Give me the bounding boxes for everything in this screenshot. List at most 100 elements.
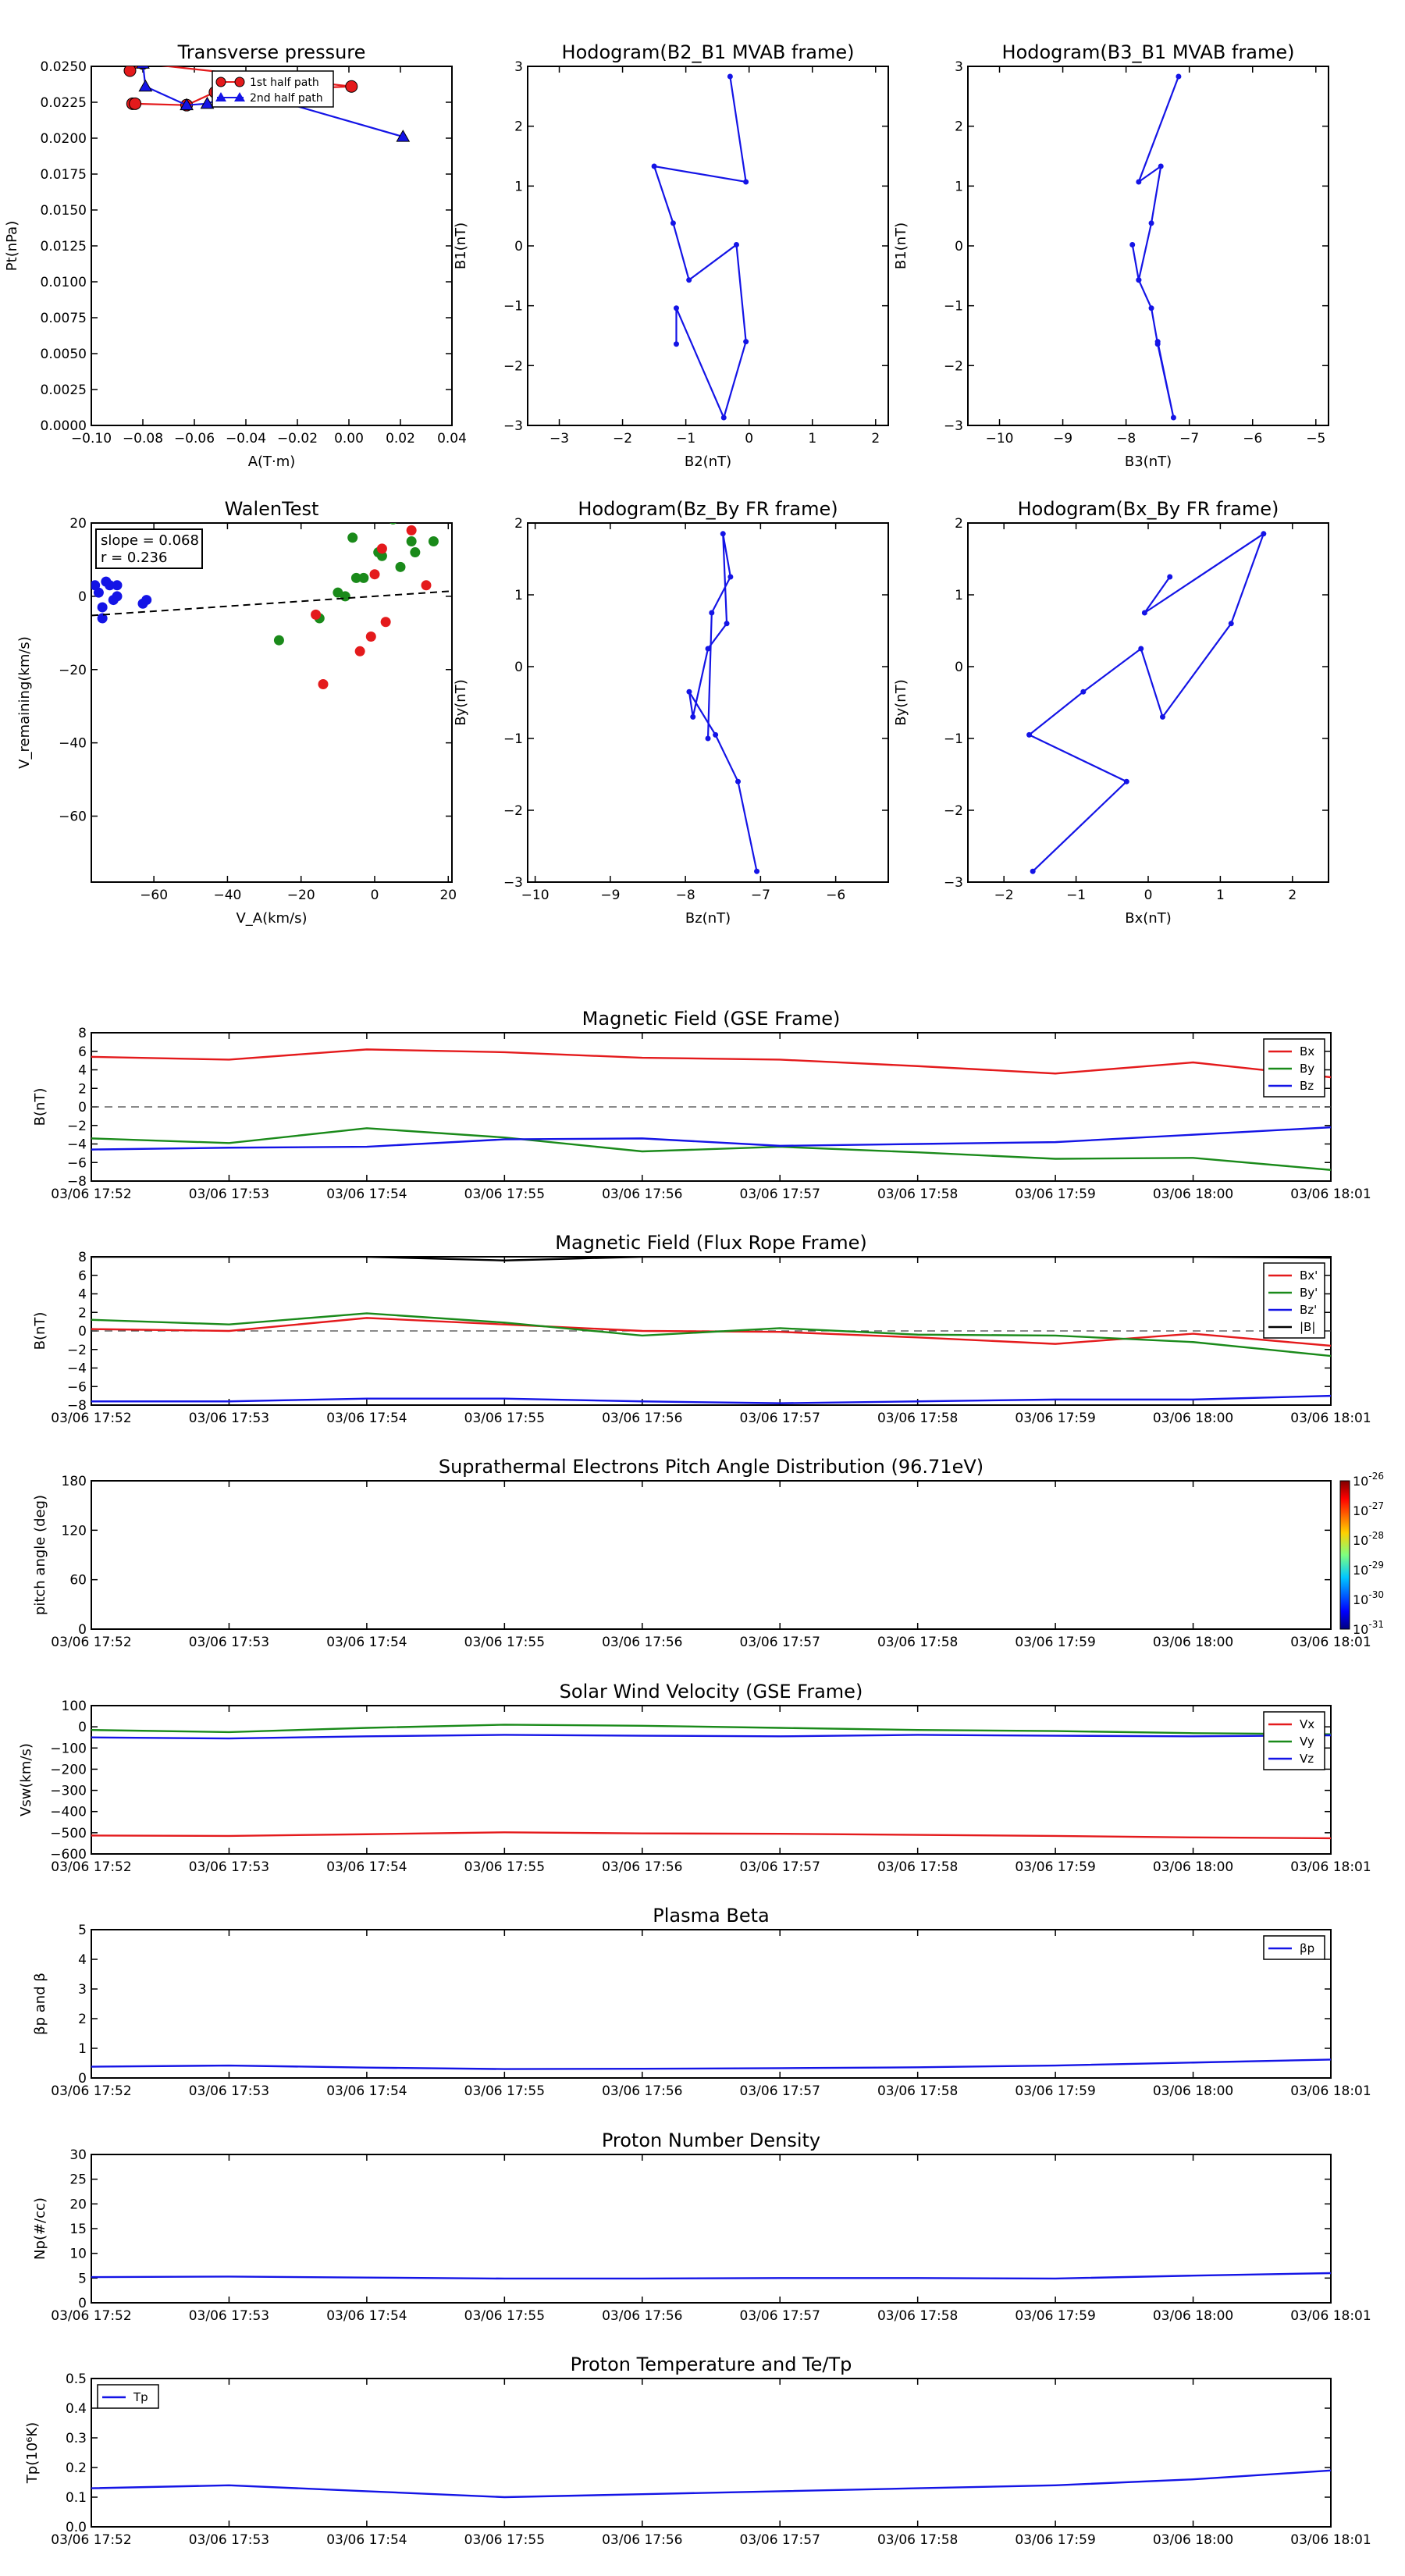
y-tick-label: 5 bbox=[78, 1923, 87, 1938]
y-tick-label: 0 bbox=[514, 660, 523, 675]
legend-label: Bx' bbox=[1300, 1268, 1318, 1283]
time-tick-label: 03/06 17:57 bbox=[740, 2532, 820, 2548]
axes-frame bbox=[91, 66, 453, 426]
x-axis-label: B2(nT) bbox=[685, 454, 731, 470]
data-point bbox=[369, 569, 380, 580]
time-tick-label: 03/06 17:52 bbox=[51, 2532, 131, 2548]
x-axis-label: B3(nT) bbox=[1125, 454, 1172, 470]
time-tick-label: 03/06 18:01 bbox=[1290, 2532, 1371, 2548]
y-tick-label: 4 bbox=[78, 1952, 87, 1968]
y-tick-label: 1 bbox=[514, 179, 523, 194]
y-tick-label: −3 bbox=[503, 875, 523, 891]
y-tick-label: −3 bbox=[503, 418, 523, 434]
data-point bbox=[318, 679, 329, 690]
data-point bbox=[469, 514, 479, 525]
y-tick-label: −6 bbox=[67, 1379, 87, 1395]
x-tick-label: −60 bbox=[140, 888, 168, 903]
time-tick-label: 03/06 18:00 bbox=[1153, 1635, 1233, 1650]
chart-title: Hodogram(B3_B1 MVAB frame) bbox=[1002, 41, 1295, 63]
y-tick-label: 10 bbox=[69, 2247, 87, 2262]
chart-pad: Suprathermal Electrons Pitch Angle Distr… bbox=[32, 1456, 1384, 1650]
y-tick-label: 2 bbox=[955, 516, 963, 532]
y-tick-label: −8 bbox=[67, 1174, 87, 1190]
series-line bbox=[91, 1048, 1331, 1079]
x-tick-label: −0.06 bbox=[174, 431, 215, 447]
data-point bbox=[743, 339, 749, 345]
time-tick-label: 03/06 17:52 bbox=[51, 1859, 131, 1875]
y-tick-label: 2 bbox=[78, 1305, 87, 1321]
y-tick-label: −6 bbox=[67, 1155, 87, 1171]
chart-bfr: Magnetic Field (Flux Rope Frame) B(nT) −8 −… bbox=[32, 1232, 1371, 1426]
x-tick-label: −10 bbox=[986, 431, 1014, 447]
data-point bbox=[350, 572, 361, 583]
plot-area bbox=[91, 2058, 1331, 2070]
y-tick-label: 0 bbox=[955, 239, 963, 254]
time-tick-label: 03/06 17:57 bbox=[740, 1635, 820, 1650]
x-tick-label: −0.08 bbox=[123, 431, 163, 447]
legend-label: Vx bbox=[1300, 1717, 1314, 1731]
axes-frame bbox=[91, 2154, 1332, 2304]
y-axis-label: βp and β bbox=[32, 1973, 48, 2035]
y-tick-label: 60 bbox=[69, 1573, 87, 1589]
colorbar-tick-label: 10-30 bbox=[1353, 1589, 1384, 1607]
x-tick-label: 2 bbox=[1288, 888, 1297, 903]
legend-label: Vy bbox=[1300, 1735, 1314, 1749]
y-tick-label: −4 bbox=[67, 1137, 87, 1153]
data-point bbox=[1148, 220, 1154, 226]
time-tick-label: 03/06 17:55 bbox=[464, 2308, 545, 2324]
legend-label: Vz bbox=[1300, 1752, 1314, 1766]
chart-bgse: Magnetic Field (GSE Frame) B(nT) −8 −6 −4 −2 0… bbox=[32, 1008, 1371, 1202]
time-tick-label: 03/06 18:00 bbox=[1153, 2532, 1233, 2548]
data-point bbox=[141, 595, 152, 606]
y-tick-label: 4 bbox=[78, 1063, 87, 1079]
data-point bbox=[743, 179, 749, 185]
y-axis-label: Np(#/cc) bbox=[32, 2197, 48, 2260]
time-tick-label: 03/06 17:53 bbox=[189, 2308, 269, 2324]
y-tick-label: −4 bbox=[67, 1361, 87, 1377]
axes-frame bbox=[967, 66, 1329, 426]
time-tick-label: 03/06 17:56 bbox=[602, 2083, 682, 2099]
time-tick-label: 03/06 17:52 bbox=[51, 2083, 131, 2099]
axes-frame bbox=[967, 522, 1329, 883]
y-tick-label: 25 bbox=[69, 2172, 87, 2188]
y-tick-label: 120 bbox=[62, 1523, 87, 1539]
legend-box bbox=[97, 2384, 159, 2409]
time-tick-label: 03/06 18:01 bbox=[1290, 1411, 1371, 1426]
chart-vsw: Solar Wind Velocity (GSE Frame) Vsw(km/s)… bbox=[18, 1681, 1371, 1875]
y-tick-label: 0.5 bbox=[66, 2371, 87, 2387]
y-tick-label: −2 bbox=[67, 1343, 87, 1358]
legend-label: Bx bbox=[1300, 1044, 1314, 1059]
data-point bbox=[673, 341, 679, 347]
x-tick-label: −7 bbox=[1179, 431, 1199, 447]
series-line bbox=[91, 1257, 1331, 1261]
x-tick-label: −6 bbox=[1243, 431, 1262, 447]
x-tick-label: −3 bbox=[550, 431, 569, 447]
axes-frame bbox=[527, 522, 889, 883]
plot-area bbox=[91, 1257, 1331, 1404]
y-tick-label: 0 bbox=[78, 1720, 87, 1735]
data-point bbox=[136, 66, 150, 69]
data-point bbox=[1136, 179, 1142, 185]
x-tick-label: 20 bbox=[439, 888, 457, 903]
y-tick-label: 5 bbox=[78, 2271, 87, 2286]
y-axis-label: B1(nT) bbox=[453, 222, 469, 269]
data-point bbox=[380, 617, 391, 628]
data-point bbox=[428, 535, 439, 546]
axes-frame bbox=[527, 66, 889, 426]
chart-np: Proton Number Density Np(#/cc) 0 5 10 15 20 25 3… bbox=[32, 2129, 1371, 2324]
data-point bbox=[673, 305, 679, 311]
x-tick-label: −0.02 bbox=[277, 431, 318, 447]
data-point bbox=[365, 632, 376, 642]
chart-h3: Hodogram(Bz_By FR frame)Bz(nT)By(nT)−10−… bbox=[453, 498, 889, 927]
data-point bbox=[311, 609, 322, 620]
time-tick-label: 03/06 17:52 bbox=[51, 1411, 131, 1426]
y-tick-label: −600 bbox=[50, 1847, 87, 1863]
chart-title: Magnetic Field (GSE Frame) bbox=[582, 1008, 841, 1030]
data-point bbox=[1228, 621, 1234, 627]
legend-label: Bz bbox=[1300, 1079, 1314, 1093]
x-tick-label: −10 bbox=[521, 888, 550, 903]
time-tick-label: 03/06 17:58 bbox=[877, 1187, 958, 1202]
data-point bbox=[389, 523, 397, 525]
y-tick-label: −400 bbox=[50, 1805, 87, 1820]
time-tick-label: 03/06 18:00 bbox=[1153, 1411, 1233, 1426]
